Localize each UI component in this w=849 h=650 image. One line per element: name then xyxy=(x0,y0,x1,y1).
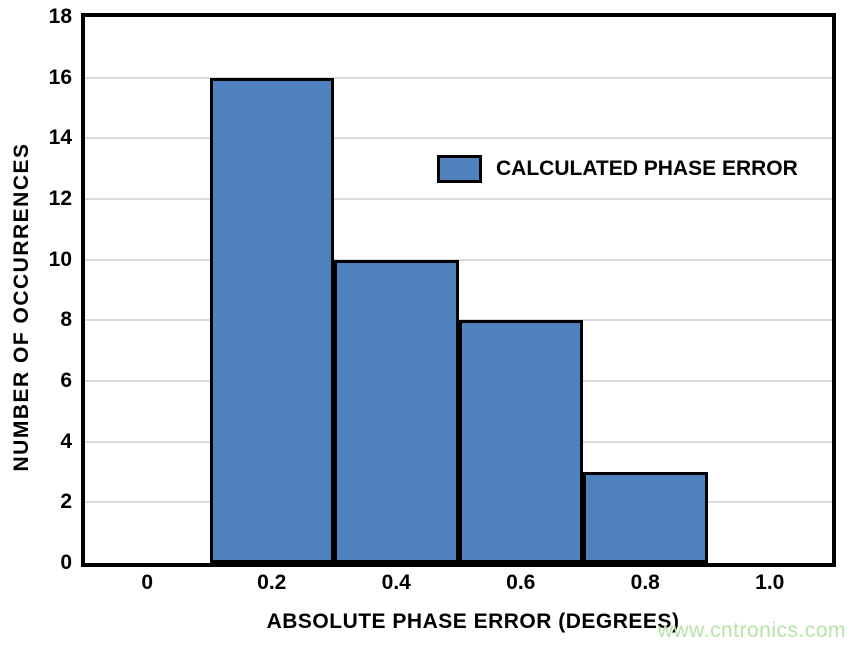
y-tick-label: 0 xyxy=(60,551,72,574)
y-tick-label: 2 xyxy=(60,490,72,514)
x-tick-label: 0.6 xyxy=(506,571,536,594)
histogram-bar xyxy=(209,77,334,563)
plot-area xyxy=(81,13,836,567)
plot-layers xyxy=(85,17,832,563)
histogram-bar xyxy=(458,320,583,563)
y-tick-label: 4 xyxy=(60,429,72,453)
x-tick-label: 0.2 xyxy=(257,571,287,594)
x-tick-label: 1.0 xyxy=(755,571,785,594)
gridline-y-14 xyxy=(85,137,832,140)
watermark: www.cntronics.com xyxy=(657,619,846,642)
y-tick-label: 16 xyxy=(48,65,72,89)
gridline-y-8 xyxy=(85,319,832,322)
y-tick-label: 18 xyxy=(48,5,72,28)
y-tick-label: 8 xyxy=(60,308,72,332)
y-tick-label: 6 xyxy=(60,369,72,392)
gridline-y-12 xyxy=(85,198,832,200)
x-tick-label: 0 xyxy=(141,571,154,594)
x-axis-title: ABSOLUTE PHASE ERROR (DEGREES) xyxy=(266,610,680,633)
legend-label: CALCULATED PHASE ERROR xyxy=(496,157,798,180)
y-tick-label: 10 xyxy=(48,247,72,271)
histogram-bar xyxy=(583,472,708,563)
histogram-bar xyxy=(334,259,459,563)
legend: CALCULATED PHASE ERROR xyxy=(437,155,798,183)
x-tick-label: 0.8 xyxy=(630,571,660,594)
legend-swatch-icon xyxy=(437,155,482,183)
x-tick-label: 0.4 xyxy=(381,571,411,594)
gridline-y-10 xyxy=(85,258,832,261)
gridline-y-16 xyxy=(85,76,832,79)
y-tick-label: 14 xyxy=(48,126,72,150)
y-tick-label: 12 xyxy=(48,187,72,210)
